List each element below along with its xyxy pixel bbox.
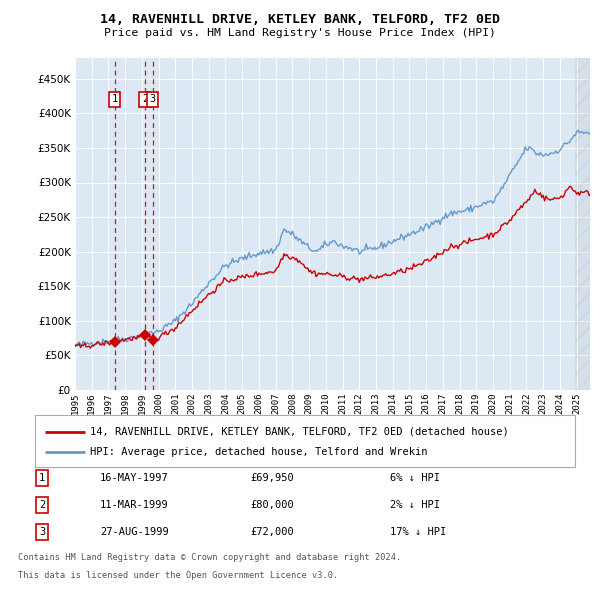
Text: Price paid vs. HM Land Registry's House Price Index (HPI): Price paid vs. HM Land Registry's House … xyxy=(104,28,496,38)
Text: £80,000: £80,000 xyxy=(250,500,294,510)
Text: HPI: Average price, detached house, Telford and Wrekin: HPI: Average price, detached house, Telf… xyxy=(90,447,427,457)
Text: 3: 3 xyxy=(39,527,45,537)
Text: 2: 2 xyxy=(39,500,45,510)
Text: 17% ↓ HPI: 17% ↓ HPI xyxy=(390,527,446,537)
Text: 14, RAVENHILL DRIVE, KETLEY BANK, TELFORD, TF2 0ED (detached house): 14, RAVENHILL DRIVE, KETLEY BANK, TELFOR… xyxy=(90,427,509,437)
Text: 6% ↓ HPI: 6% ↓ HPI xyxy=(390,473,440,483)
Text: £72,000: £72,000 xyxy=(250,527,294,537)
Text: 3: 3 xyxy=(149,94,156,104)
Text: This data is licensed under the Open Government Licence v3.0.: This data is licensed under the Open Gov… xyxy=(18,571,338,579)
Text: 27-AUG-1999: 27-AUG-1999 xyxy=(100,527,169,537)
Text: Contains HM Land Registry data © Crown copyright and database right 2024.: Contains HM Land Registry data © Crown c… xyxy=(18,553,401,562)
Text: £69,950: £69,950 xyxy=(250,473,294,483)
Text: 11-MAR-1999: 11-MAR-1999 xyxy=(100,500,169,510)
Text: 2% ↓ HPI: 2% ↓ HPI xyxy=(390,500,440,510)
Bar xyxy=(575,58,590,390)
Text: 16-MAY-1997: 16-MAY-1997 xyxy=(100,473,169,483)
Text: 2: 2 xyxy=(142,94,148,104)
Text: 1: 1 xyxy=(39,473,45,483)
Text: 1: 1 xyxy=(112,94,118,104)
Text: 14, RAVENHILL DRIVE, KETLEY BANK, TELFORD, TF2 0ED: 14, RAVENHILL DRIVE, KETLEY BANK, TELFOR… xyxy=(100,13,500,26)
